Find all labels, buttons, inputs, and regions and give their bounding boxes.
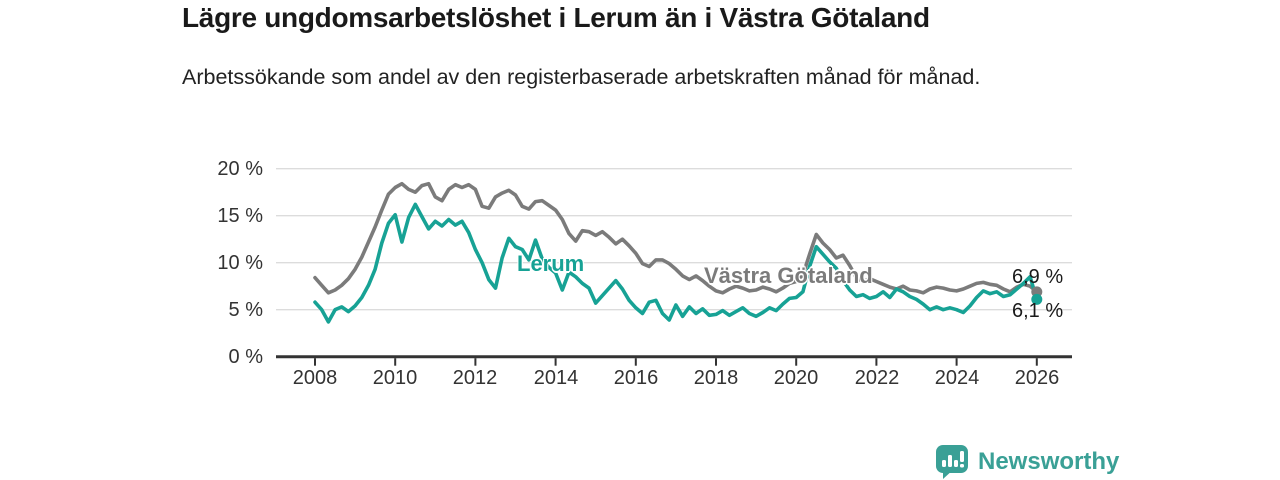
x-axis-tick-label: 2020 xyxy=(773,367,819,389)
series-end-dot-västra-götaland xyxy=(1031,286,1043,298)
x-axis-tick-label: 2014 xyxy=(533,367,579,389)
series-line-lerum xyxy=(313,202,1039,324)
x-axis-tick-label: 2022 xyxy=(854,367,900,389)
x-axis-tick-label: 2026 xyxy=(1014,367,1060,389)
newsworthy-logo: Newsworthy xyxy=(935,444,1119,480)
y-axis-tick-label: 0 % xyxy=(228,346,263,368)
x-axis-tick-label: 2016 xyxy=(613,367,659,389)
end-value-label-lerum: 6,1 % xyxy=(1012,300,1064,322)
y-axis-tick-label: 20 % xyxy=(217,158,263,180)
series-end-dot-lerum xyxy=(1031,293,1043,305)
series-label-lerum: Lerum xyxy=(517,251,585,276)
y-axis-tick-label: 10 % xyxy=(217,252,263,274)
newsworthy-logo-text: Newsworthy xyxy=(978,448,1120,475)
series-line-västra-götaland xyxy=(313,181,1039,295)
x-axis-tick-label: 2010 xyxy=(372,367,418,389)
x-axis-tick-label: 2018 xyxy=(693,367,739,389)
end-value-label-vastra-gotaland: 6,9 % xyxy=(1012,266,1064,288)
bar-chart-speech-bubble-icon xyxy=(936,445,968,479)
x-axis-tick-label: 2008 xyxy=(292,367,338,389)
page-subtitle: Arbetssökande som andel av den registerb… xyxy=(182,65,981,89)
y-axis-tick-label: 5 % xyxy=(228,299,263,321)
page-title: Lägre ungdomsarbetslöshet i Lerum än i V… xyxy=(182,2,930,33)
y-axis-tick-label: 15 % xyxy=(217,205,263,227)
x-axis-tick-label: 2012 xyxy=(452,367,498,389)
series-label-vastra-gotaland: Västra Götaland xyxy=(704,263,873,288)
x-axis-tick-label: 2024 xyxy=(934,367,980,389)
